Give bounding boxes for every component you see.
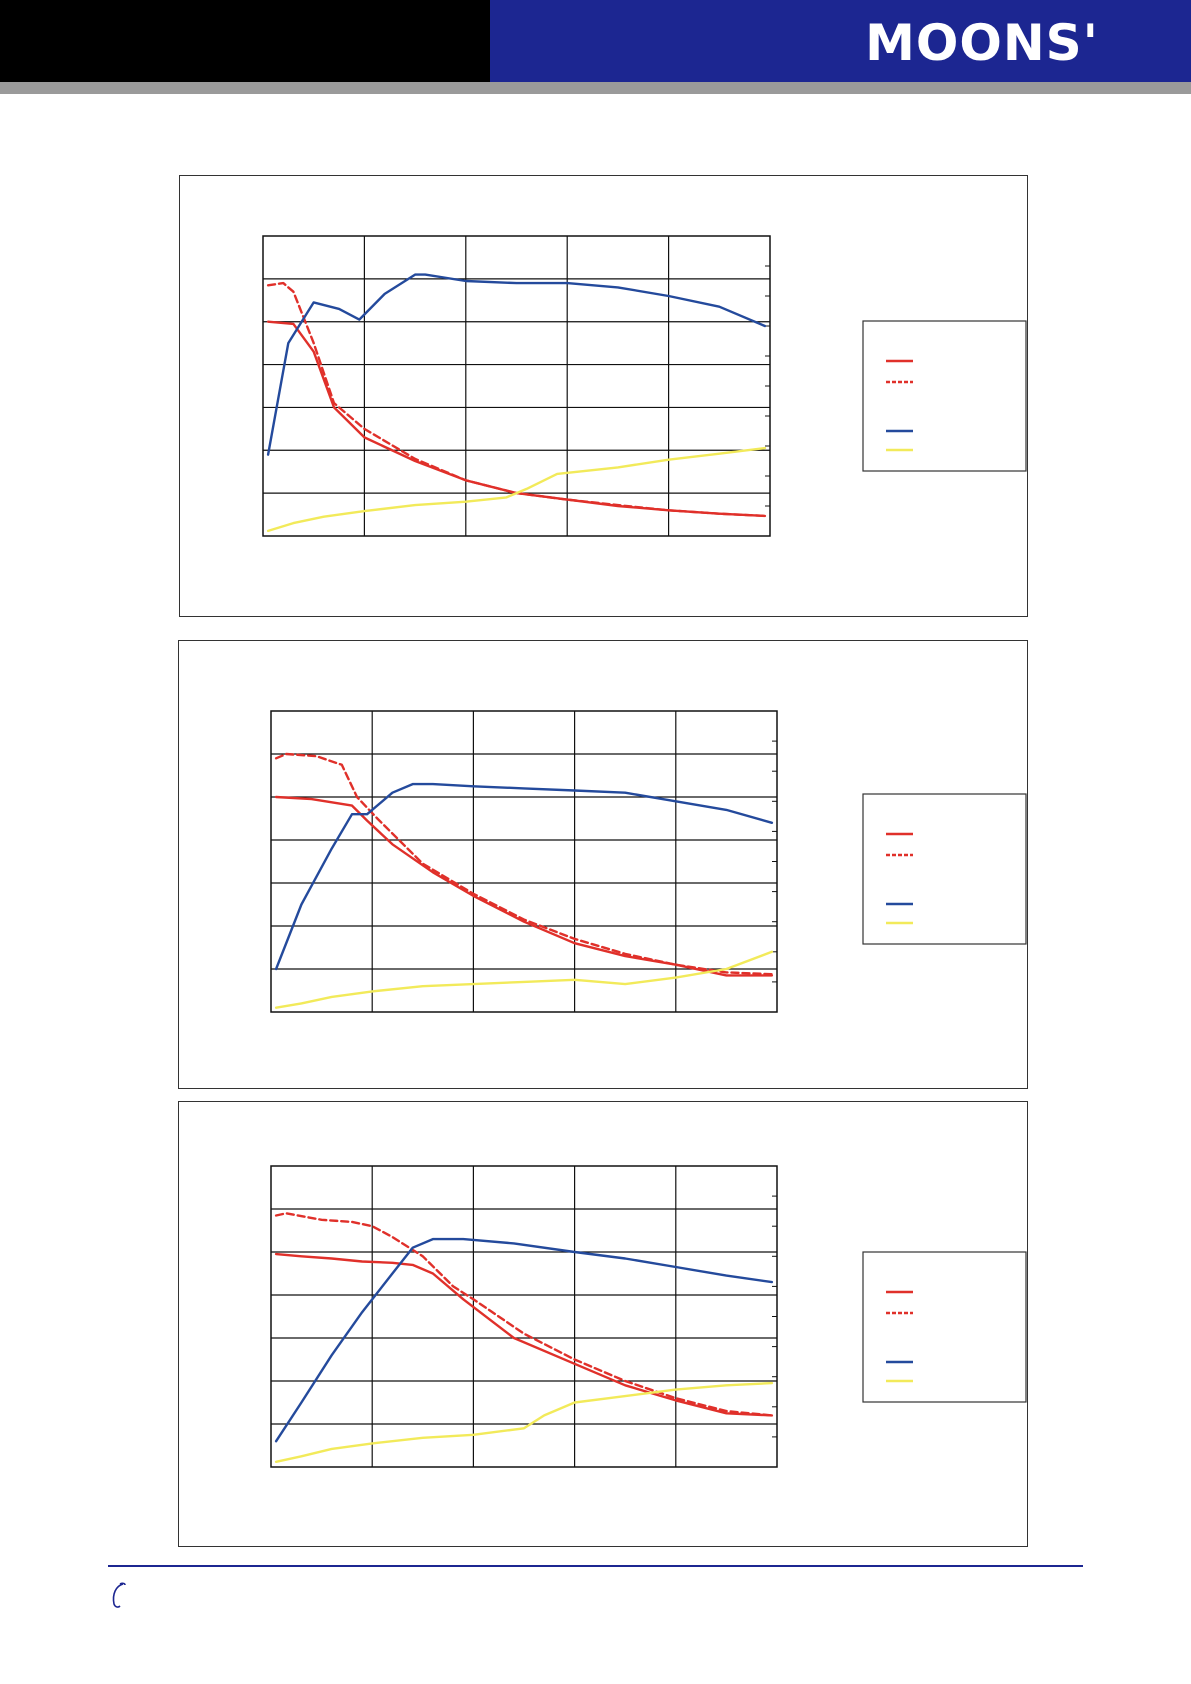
chart-2	[270, 710, 1027, 1013]
series-line-dashed-red	[266, 281, 767, 518]
header-brand-bar: MOONS'	[490, 0, 1191, 82]
plot-frame	[270, 1165, 778, 1468]
chart-panel-2	[178, 640, 1028, 1089]
header-left-bar	[0, 0, 490, 82]
series-line-solid-yellow	[266, 446, 767, 533]
legend-box	[862, 320, 1027, 472]
series-line-solid-yellow	[274, 1381, 774, 1463]
chart-1	[262, 235, 1027, 537]
series-line-solid-blue	[266, 273, 767, 456]
phone-icon	[112, 1582, 126, 1608]
series-line-solid-red	[274, 1252, 774, 1417]
header-divider	[0, 82, 1191, 94]
legend-box	[862, 793, 1027, 945]
chart-panel-3	[178, 1101, 1028, 1547]
chart-3	[270, 1165, 1027, 1468]
plot-frame	[270, 710, 778, 1013]
series-line-solid-blue	[274, 1237, 774, 1443]
chart-panel-1	[179, 175, 1028, 617]
brand-logo: MOONS'	[865, 14, 1099, 72]
footer-divider	[108, 1565, 1083, 1567]
series-line-solid-yellow	[274, 950, 774, 1009]
series-line-solid-red	[274, 795, 774, 977]
legend-box	[862, 1251, 1027, 1403]
series-line-dashed-red	[274, 752, 774, 976]
plot-frame	[262, 235, 771, 537]
series-line-solid-blue	[274, 782, 774, 971]
